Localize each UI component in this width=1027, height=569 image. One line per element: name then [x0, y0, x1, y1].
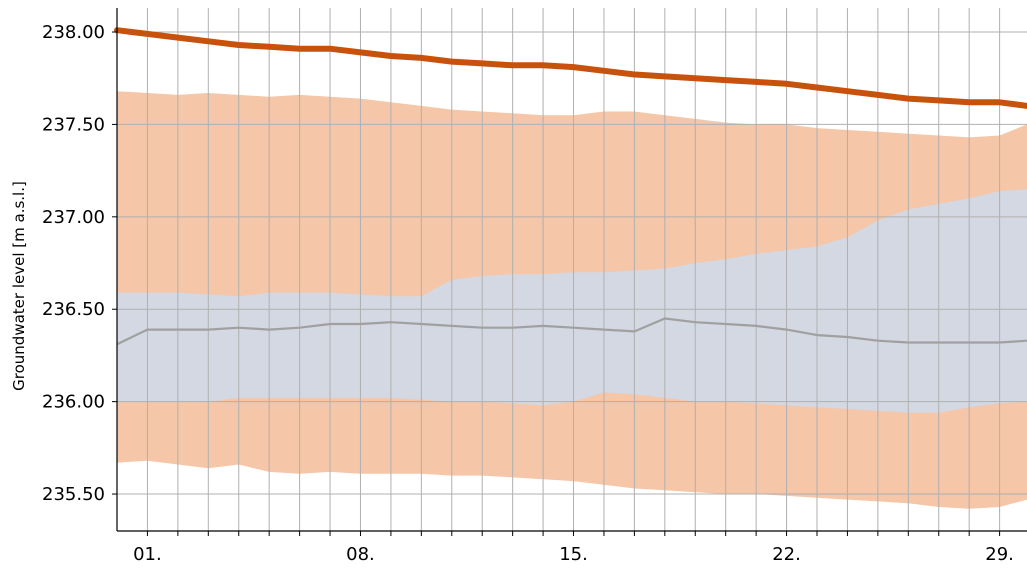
- x-tick-label: 29.: [985, 544, 1014, 565]
- y-tick-label: 237.00: [42, 207, 105, 228]
- bands-layer: [117, 91, 1027, 509]
- x-tick-label: 08.: [346, 544, 375, 565]
- gray-band-area: [117, 189, 1027, 413]
- y-tick-label: 236.50: [42, 299, 105, 320]
- gray-series-line: [116, 317, 1027, 346]
- y-tick-label: 238.00: [42, 22, 105, 43]
- axes-layer: [112, 8, 1027, 536]
- y-tick-label: 236.00: [42, 392, 105, 413]
- x-tick-label: 22.: [772, 544, 801, 565]
- grid-layer: [117, 8, 1027, 531]
- orange-series-line: [114, 27, 1027, 109]
- tick-labels-layer: 235.50 236.00 236.50 237.00 237.50 238.00 01. 0…: [42, 22, 1014, 565]
- x-tick-label: 01.: [133, 544, 162, 565]
- y-axis-label: Groundwater level [m a.s.l.]: [10, 181, 28, 391]
- y-tick-label: 237.50: [42, 114, 105, 135]
- series-layer: [114, 27, 1027, 346]
- x-tick-label: 15.: [559, 544, 588, 565]
- y-tick-label: 235.50: [42, 484, 105, 505]
